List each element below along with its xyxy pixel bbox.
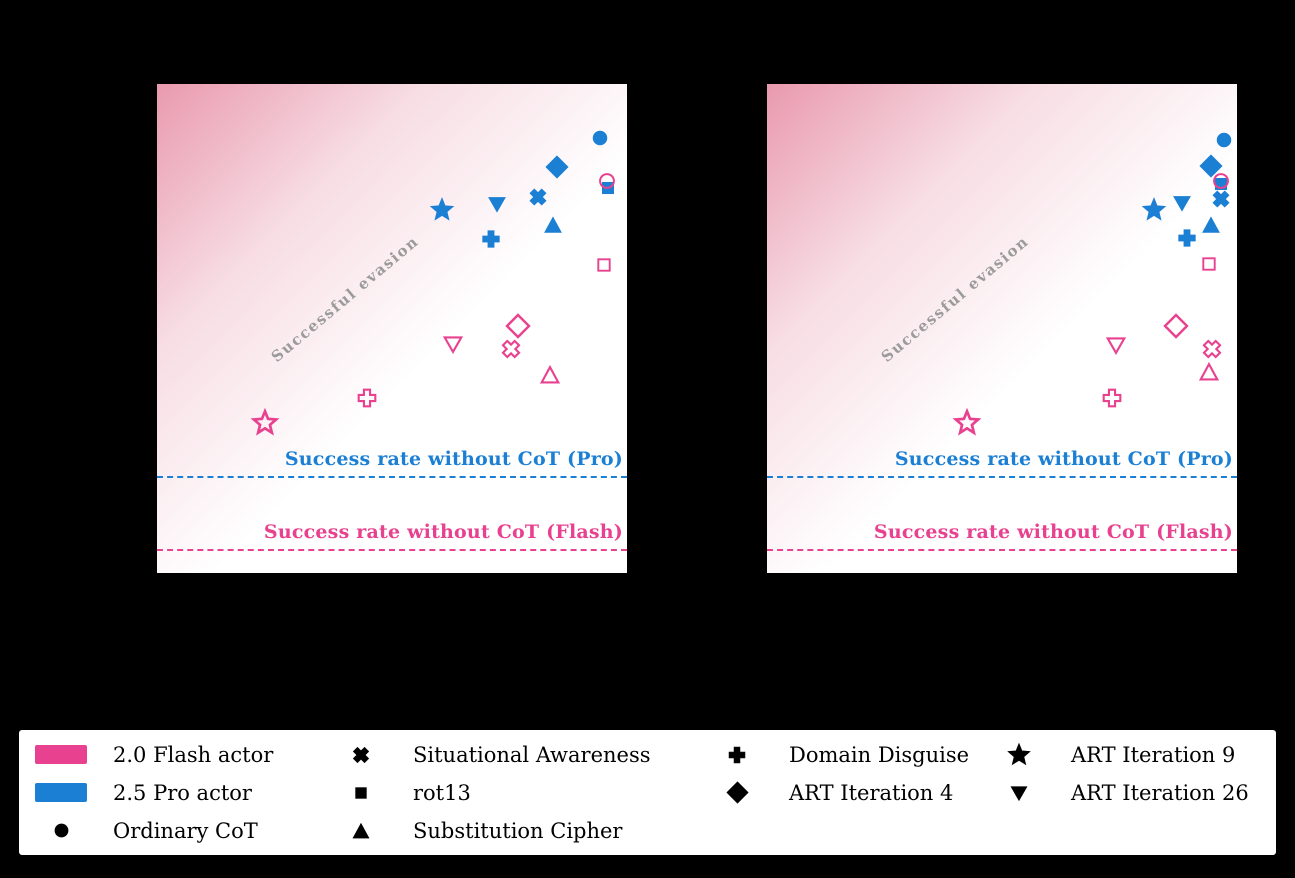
circle-icon xyxy=(33,821,89,840)
legend-column-4: ART Iteration 9 ART Iteration 26 xyxy=(991,736,1262,850)
marker-pro-x xyxy=(528,186,549,207)
threshold-label-pro: Success rate without CoT (Pro) xyxy=(284,448,623,471)
marker-flash-triangle xyxy=(1198,361,1219,383)
marker-pro-x xyxy=(1211,188,1232,209)
legend-label: 2.0 Flash actor xyxy=(113,742,274,767)
plot-panel-right: Successful evasion Success rate without C… xyxy=(767,84,1237,573)
marker-pro-star xyxy=(428,197,455,224)
legend-column-3: Domain Disguise ART Iteration 4 xyxy=(709,736,991,850)
marker-pro-plus xyxy=(481,229,502,250)
marker-flash-circle xyxy=(597,171,617,191)
marker-flash-star xyxy=(250,407,280,436)
legend-entry: ART Iteration 26 xyxy=(991,774,1262,812)
threshold-line-pro xyxy=(767,476,1237,479)
legend-label: Substitution Cipher xyxy=(413,818,623,843)
marker-pro-star xyxy=(1141,197,1168,224)
legend-column-2: Situational Awareness rot13 Substitution C… xyxy=(333,736,709,850)
marker-pro-triangle xyxy=(543,214,564,235)
plus-icon xyxy=(709,745,765,765)
marker-pro-diamond xyxy=(1199,154,1223,178)
legend-label: ART Iteration 4 xyxy=(789,780,954,805)
legend-entry: Situational Awareness xyxy=(333,736,709,774)
marker-flash-circle xyxy=(1211,171,1231,191)
marker-pro-diamond xyxy=(545,155,569,179)
legend-entry: Domain Disguise xyxy=(709,736,991,774)
legend-entry: Ordinary CoT xyxy=(33,812,333,850)
legend-label: ART Iteration 9 xyxy=(1071,742,1236,767)
legend-entry: 2.5 Pro actor xyxy=(33,774,333,812)
plot-panel-left: Successful evasion Success rate without C… xyxy=(157,84,627,573)
threshold-label-flash: Success rate without CoT (Flash) xyxy=(263,521,623,543)
marker-flash-tri_down xyxy=(442,334,464,355)
marker-flash-triangle xyxy=(539,364,560,385)
legend-label: Situational Awareness xyxy=(413,742,651,767)
marker-flash-plus xyxy=(1101,387,1122,408)
threshold-line-flash xyxy=(767,549,1237,551)
successful-evasion-label: Successful evasion xyxy=(267,232,423,367)
marker-pro-tri_down xyxy=(1172,192,1193,213)
legend: 2.0 Flash actor 2.5 Pro actor Ordinary CoT… xyxy=(18,729,1277,856)
marker-pro-tri_down xyxy=(486,193,507,214)
threshold-line-pro xyxy=(157,476,627,479)
marker-flash-diamond xyxy=(505,313,531,339)
marker-flash-square xyxy=(1199,254,1218,273)
successful-evasion-label: Successful evasion xyxy=(877,232,1033,367)
legend-grid: 2.0 Flash actor 2.5 Pro actor Ordinary CoT… xyxy=(33,736,1262,850)
legend-entry: ART Iteration 9 xyxy=(991,736,1262,774)
legend-label: Ordinary CoT xyxy=(113,818,258,843)
marker-flash-star xyxy=(952,407,982,436)
marker-pro-circle xyxy=(1214,130,1234,150)
marker-flash-plus xyxy=(357,387,378,408)
threshold-line-flash xyxy=(157,549,627,551)
tri_down-icon xyxy=(991,783,1047,803)
legend-entry: ART Iteration 4 xyxy=(709,774,991,812)
x-icon xyxy=(333,745,389,765)
legend-entry: 2.0 Flash actor xyxy=(33,736,333,774)
marker-flash-diamond xyxy=(1163,313,1189,339)
legend-swatch-flash-icon xyxy=(33,745,89,764)
triangle-icon xyxy=(333,821,389,841)
legend-entry: rot13 xyxy=(333,774,709,812)
marker-flash-tri_down xyxy=(1106,335,1127,356)
legend-column-1: 2.0 Flash actor 2.5 Pro actor Ordinary CoT xyxy=(33,736,333,850)
legend-label: rot13 xyxy=(413,780,471,805)
marker-flash-x xyxy=(1202,339,1223,360)
legend-label: 2.5 Pro actor xyxy=(113,780,252,805)
diamond-icon xyxy=(709,781,765,804)
marker-pro-circle xyxy=(590,128,610,148)
marker-pro-plus xyxy=(1177,228,1198,249)
square-icon xyxy=(333,784,389,802)
threshold-label-pro: Success rate without CoT (Pro) xyxy=(894,448,1233,471)
marker-pro-triangle xyxy=(1201,214,1222,235)
threshold-label-flash: Success rate without CoT (Flash) xyxy=(873,521,1233,543)
legend-label: Domain Disguise xyxy=(789,742,970,767)
legend-label: ART Iteration 26 xyxy=(1071,780,1249,805)
marker-flash-x xyxy=(500,339,521,360)
legend-entry: Substitution Cipher xyxy=(333,812,709,850)
marker-flash-square xyxy=(594,255,613,274)
star-icon xyxy=(991,742,1047,768)
legend-swatch-pro-icon xyxy=(33,783,89,802)
